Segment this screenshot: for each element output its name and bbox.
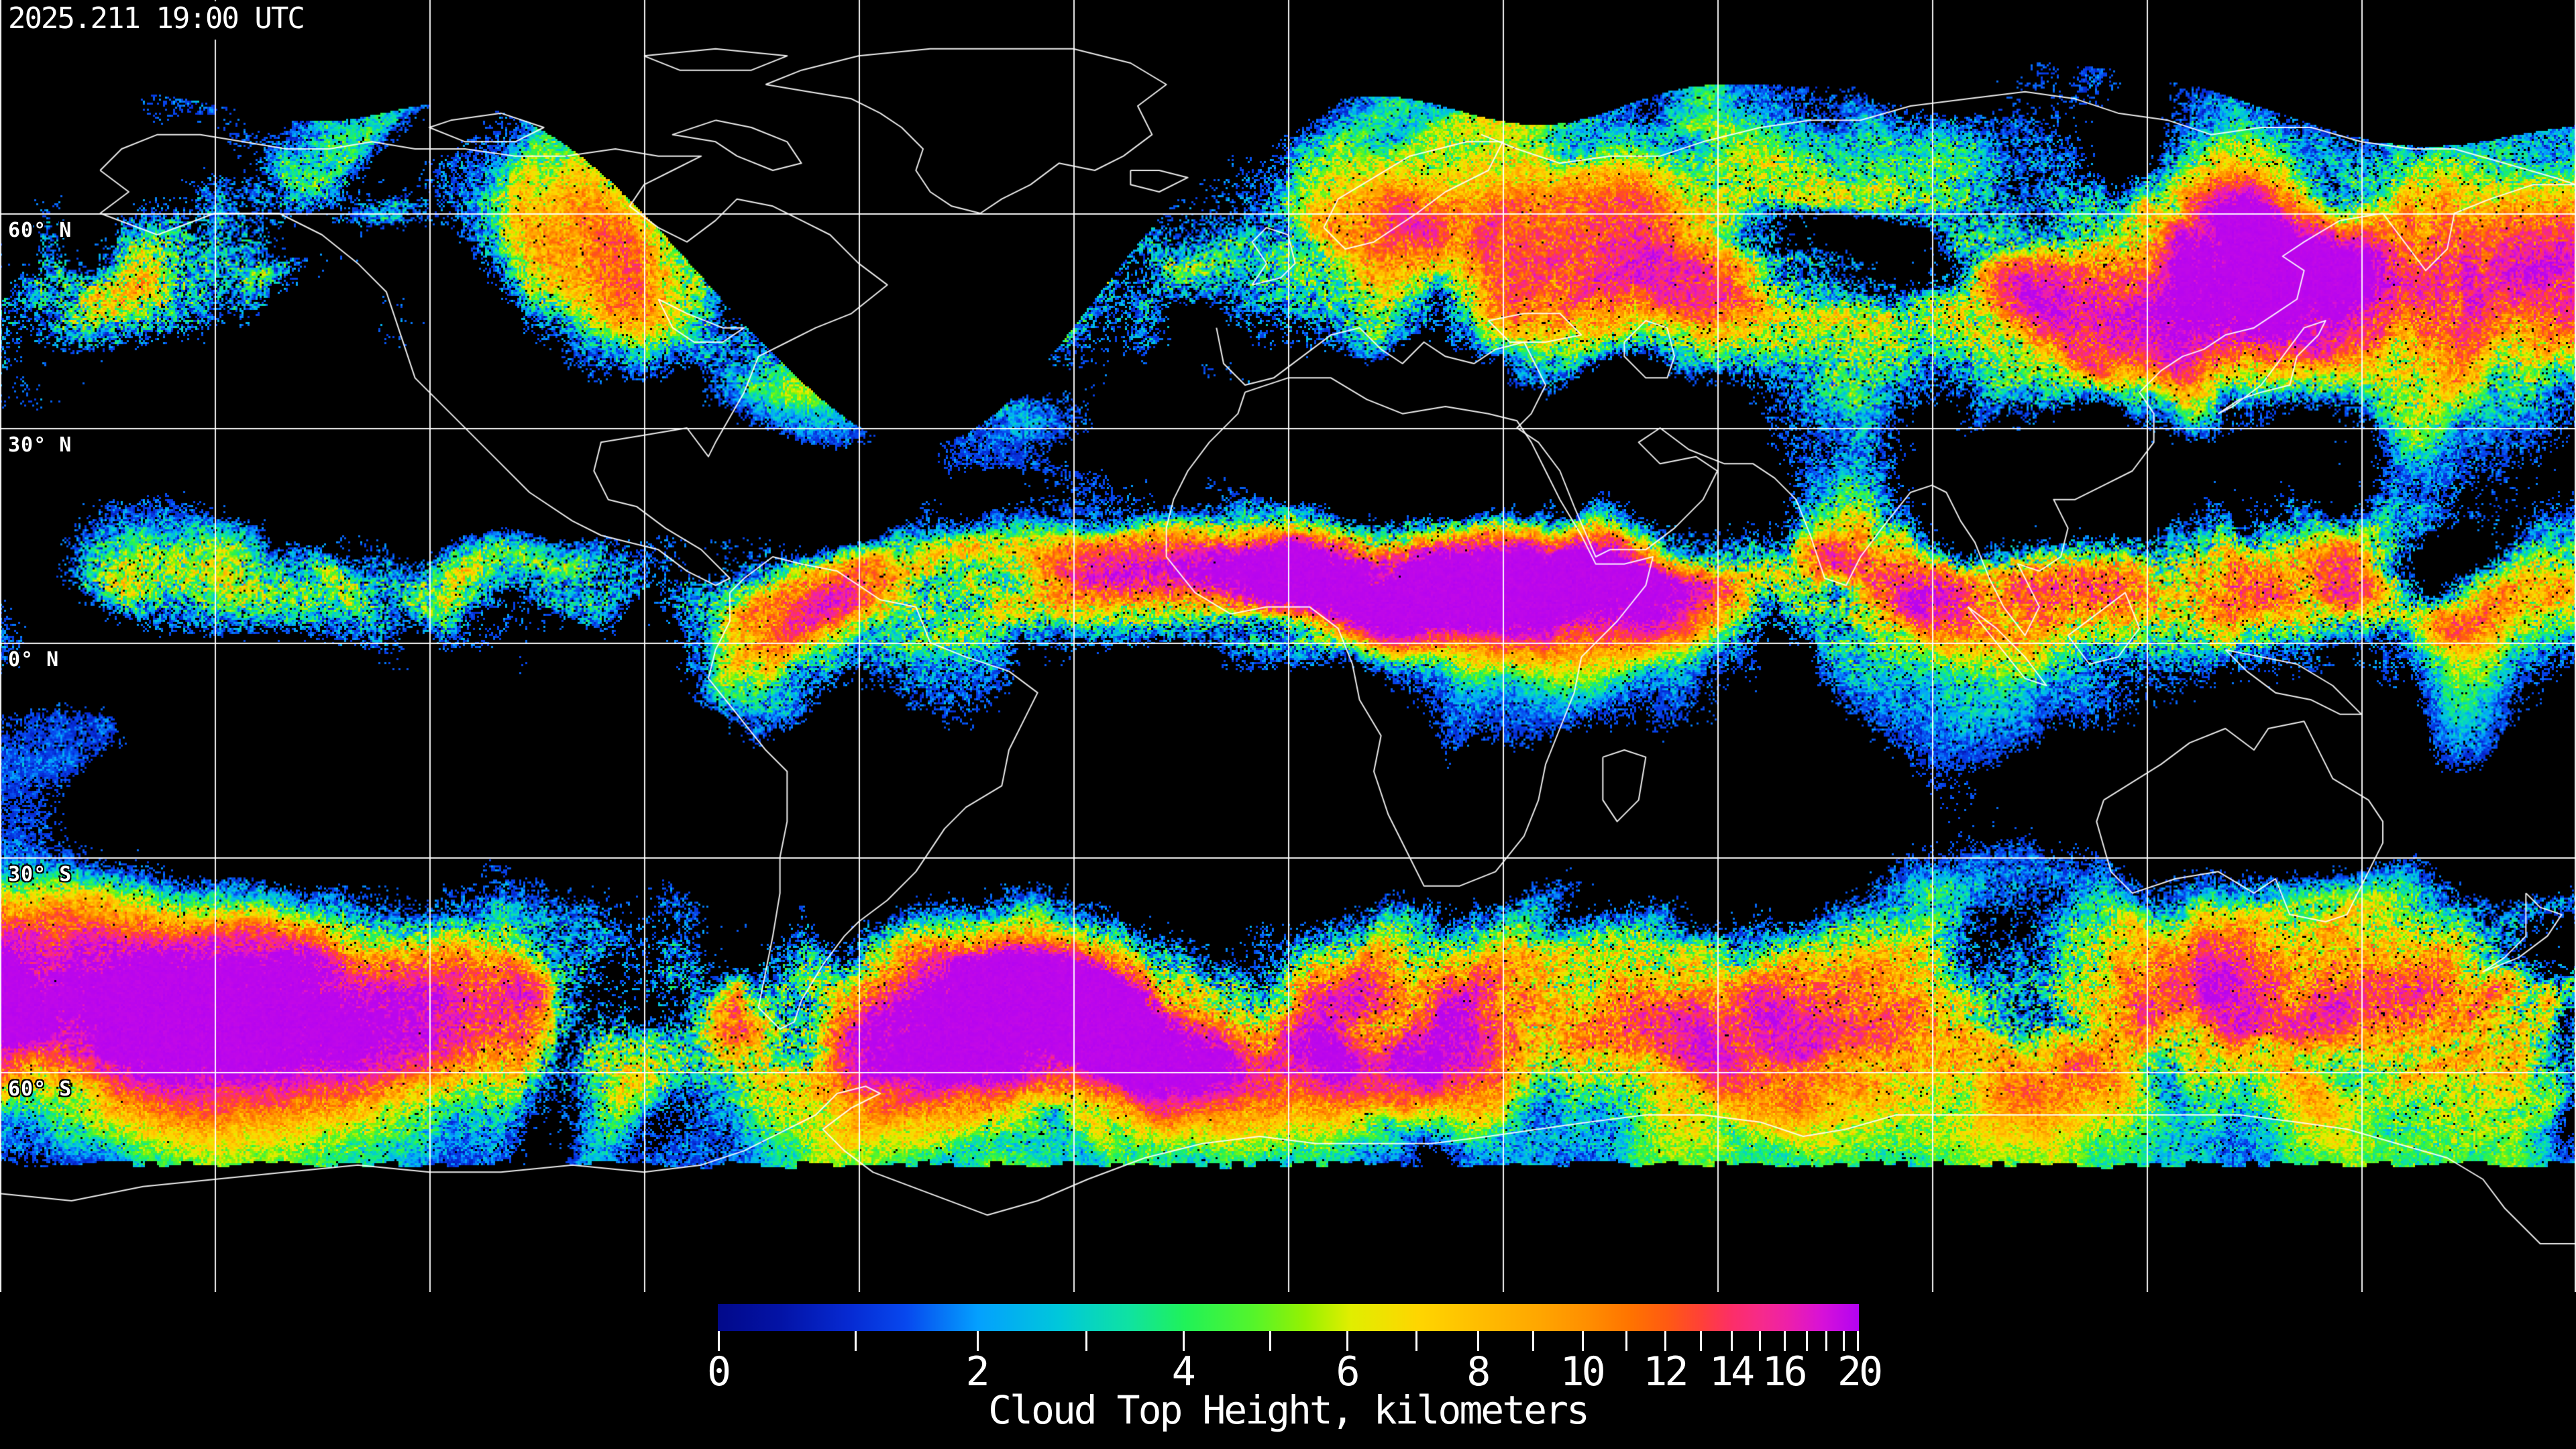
colorbar-tick	[1477, 1331, 1480, 1351]
colorbar-tick	[1415, 1331, 1418, 1351]
colorbar-tick-label: 0	[706, 1348, 731, 1395]
colorbar-tick	[1731, 1331, 1733, 1351]
colorbar-tick	[1625, 1331, 1628, 1351]
colorbar-tick-label: 20	[1837, 1348, 1883, 1395]
colorbar: 0 2 4 6 8 10 12 14 16 20 Cloud Top Height, kilome…	[707, 1304, 1883, 1449]
colorbar-tick	[1825, 1331, 1828, 1351]
colorbar-tick-label: 4	[1171, 1348, 1196, 1395]
colorbar-tick	[854, 1331, 857, 1351]
colorbar-tick-label: 6	[1336, 1348, 1360, 1395]
cloud-top-height-map	[0, 0, 2576, 1292]
colorbar-tick-label: 2	[965, 1348, 989, 1395]
latitude-label: 60° S	[8, 1077, 72, 1101]
colorbar-title: Cloud Top Height, kilometers	[988, 1387, 1590, 1433]
colorbar-tick	[1346, 1331, 1349, 1351]
colorbar-tick	[1857, 1331, 1859, 1351]
colorbar-tick	[718, 1331, 720, 1351]
colorbar-tick	[1805, 1331, 1808, 1351]
colorbar-tick	[1783, 1331, 1786, 1351]
colorbar-tick	[976, 1331, 979, 1351]
colorbar-tick-label: 16	[1762, 1348, 1807, 1395]
latitude-label: 60° N	[8, 218, 72, 242]
colorbar-tick-label: 12	[1643, 1348, 1688, 1395]
latitude-label: 30° N	[8, 433, 72, 457]
timestamp-label: 2025.211 19:00 UTC	[4, 1, 313, 40]
colorbar-tick	[1532, 1331, 1535, 1351]
colorbar-tick	[1581, 1331, 1584, 1351]
colorbar-tick	[1758, 1331, 1761, 1351]
latitude-label: 30° S	[8, 863, 72, 886]
colorbar-tick	[1699, 1331, 1702, 1351]
colorbar-tick-label: 14	[1709, 1348, 1755, 1395]
colorbar-tick-label: 8	[1466, 1348, 1491, 1395]
colorbar-tick	[1664, 1331, 1667, 1351]
latitude-label: 0° N	[8, 648, 60, 672]
colorbar-tick-label: 10	[1560, 1348, 1606, 1395]
colorbar-tick	[1182, 1331, 1185, 1351]
colorbar-tick	[1843, 1331, 1845, 1351]
colorbar-tick	[1269, 1331, 1271, 1351]
colorbar-gradient	[718, 1304, 1859, 1331]
colorbar-tick	[1085, 1331, 1087, 1351]
